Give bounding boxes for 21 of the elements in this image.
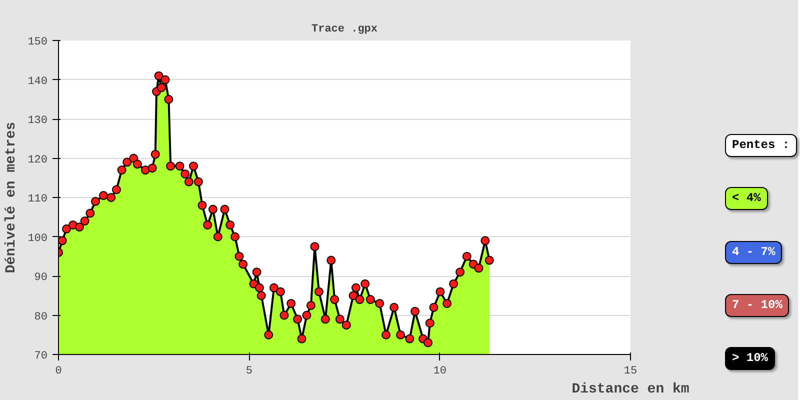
x-tick-label: 5	[246, 366, 252, 378]
y-tick-label: 110	[28, 194, 48, 206]
x-tick-label: 15	[624, 366, 638, 378]
x-tick-label: 10	[433, 366, 446, 378]
text: Pentes :	[725, 134, 797, 158]
y-tick-label: 150	[28, 36, 48, 48]
y-axis-title: Dénivelé en metres	[4, 122, 20, 274]
y-tick-label: 140	[28, 76, 48, 88]
text: 7 - 10%	[725, 294, 790, 317]
y-tick-label: 130	[28, 115, 48, 127]
y-tick-label: 80	[34, 311, 48, 324]
y-tick-label: 90	[34, 272, 48, 284]
x-axis-title: Distance en km	[572, 382, 690, 398]
y-tick-label: 100	[28, 232, 48, 245]
x-tick-label: 0	[55, 366, 62, 378]
chart-title: Trace .gpx	[311, 24, 378, 36]
y-tick-label: 120	[28, 154, 48, 166]
text: > 10%	[725, 347, 776, 370]
text: < 4%	[725, 187, 768, 210]
y-tick-label: 70	[34, 350, 48, 362]
text: 4 - 7%	[725, 240, 782, 264]
